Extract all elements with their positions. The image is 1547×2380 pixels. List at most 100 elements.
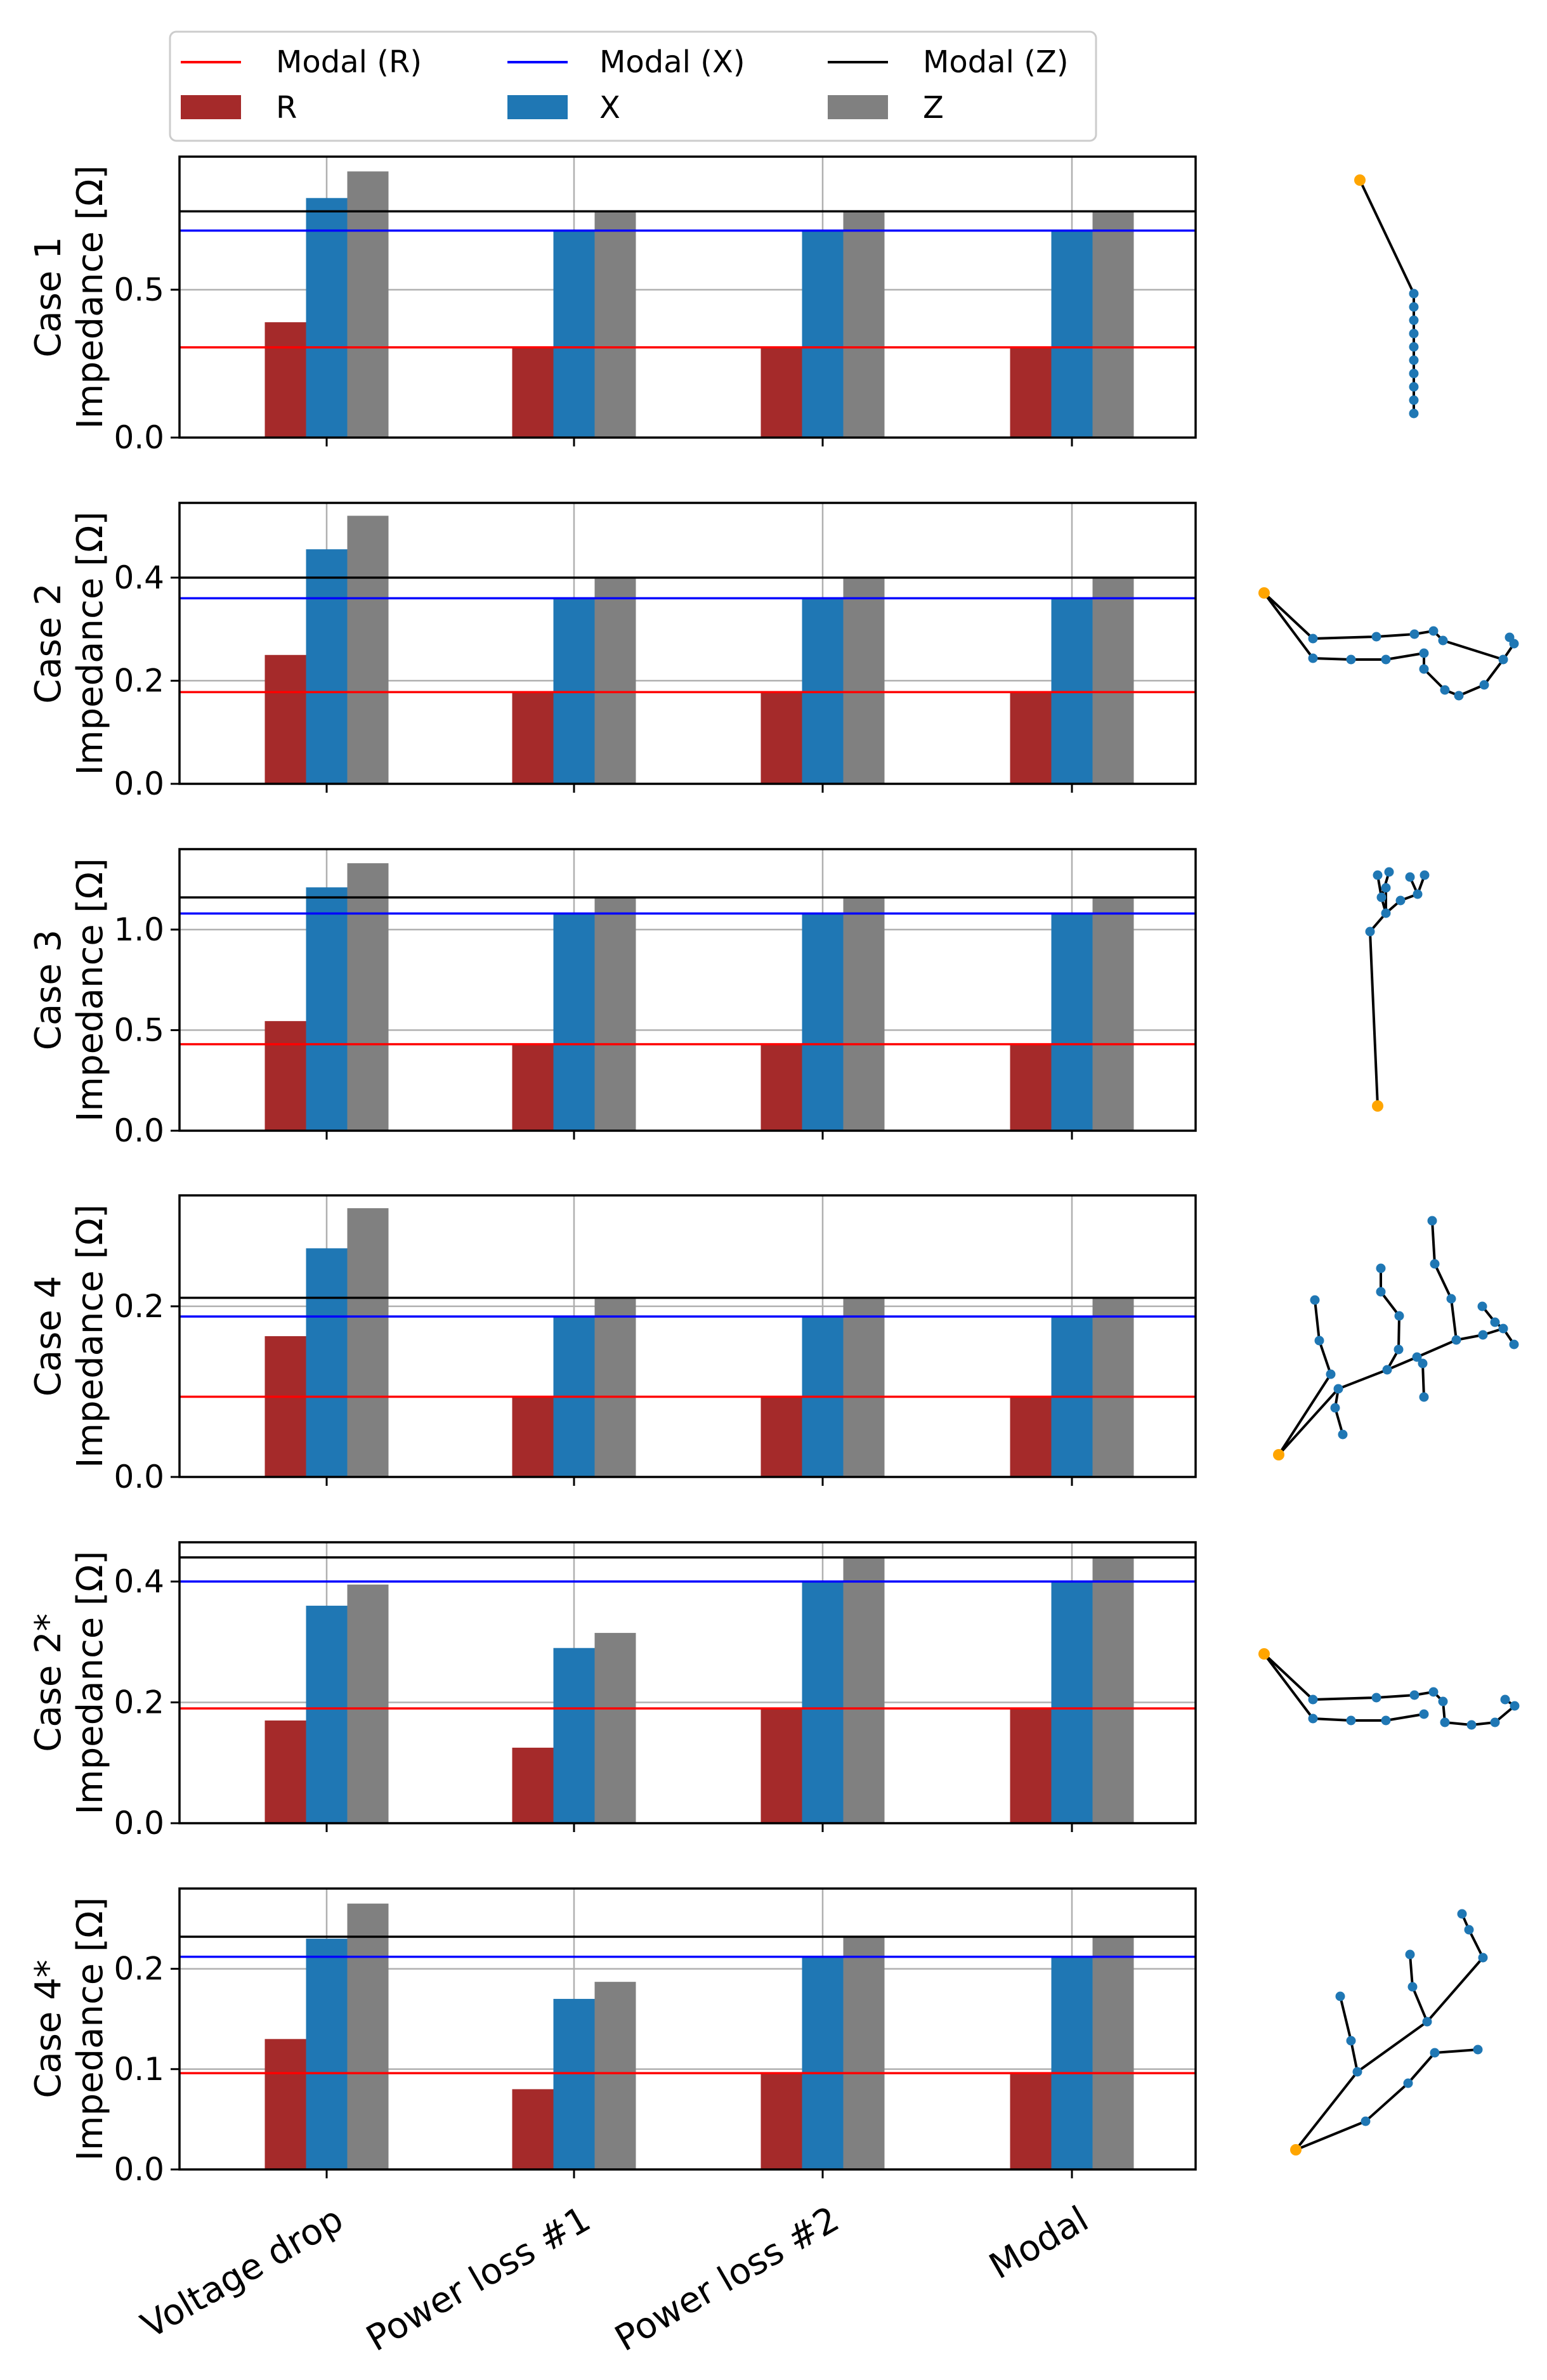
bar-r-4 — [1010, 347, 1052, 438]
bar-z-4 — [1092, 1936, 1134, 2169]
y-tick-label: 0.4 — [114, 1563, 164, 1600]
network-node — [1394, 1311, 1404, 1321]
network-edge — [1433, 1263, 1452, 1299]
y-tick-label: 0.0 — [114, 1459, 164, 1495]
bar-z-3 — [843, 1557, 885, 1823]
network-node — [1381, 883, 1391, 893]
bar-r-2 — [512, 1396, 554, 1477]
bar-z-4 — [1092, 1297, 1134, 1477]
network-edge — [1416, 1339, 1457, 1358]
legend-label-r: R — [276, 90, 297, 126]
network-edge — [1423, 668, 1446, 691]
y-axis-label: Case 2*Impedance [Ω] — [28, 1551, 111, 1815]
network-node — [1438, 1696, 1448, 1707]
network-edge — [1407, 2052, 1436, 2084]
bar-x-4 — [1051, 1956, 1093, 2169]
bar-x-1 — [306, 887, 348, 1131]
network-edge — [1339, 1996, 1352, 2041]
axes-frame — [178, 1887, 1197, 2171]
network-edge — [1426, 1956, 1484, 2023]
network-node — [1454, 691, 1464, 701]
bar-z-3 — [843, 1936, 885, 2169]
y-tick-label: 0.0 — [114, 765, 164, 802]
bar-x-2 — [553, 913, 595, 1131]
network-edge — [1277, 1373, 1332, 1456]
bar-r-3 — [760, 1708, 802, 1823]
network-node — [1428, 1687, 1439, 1697]
network-node — [1403, 2078, 1413, 2088]
bar-r-3 — [760, 1044, 802, 1131]
network-node — [1409, 289, 1419, 299]
network-node — [1333, 1384, 1343, 1394]
network-node — [1381, 908, 1391, 918]
bar-x-1 — [306, 198, 348, 438]
network-node — [1409, 328, 1419, 339]
x-tick-label: Modal — [982, 2199, 1095, 2287]
bar-x-2 — [553, 1999, 595, 2169]
root-node — [1354, 174, 1366, 186]
y-tick-label: 0.2 — [114, 1288, 164, 1325]
bar-r-4 — [1010, 692, 1052, 784]
network-edge — [1295, 2071, 1359, 2151]
network-case-3 — [1365, 867, 1430, 1112]
bar-x-3 — [802, 230, 844, 438]
bar-r-1 — [264, 1336, 306, 1477]
network-node — [1478, 1953, 1488, 1963]
network-node — [1346, 2036, 1356, 2046]
network-edge — [1263, 592, 1314, 660]
bar-r-2 — [512, 1044, 554, 1131]
network-node — [1381, 1715, 1391, 1726]
network-edge — [1385, 652, 1425, 661]
root-node — [1258, 587, 1270, 599]
network-node — [1438, 635, 1448, 646]
network-node — [1500, 1694, 1510, 1705]
bar-z-4 — [1092, 897, 1134, 1131]
legend-swatch-x — [507, 95, 568, 119]
bar-r-1 — [264, 322, 306, 438]
bar-r-2 — [512, 692, 554, 784]
bar-r-2 — [512, 1747, 554, 1823]
y-tick-label: 0.0 — [114, 1112, 164, 1149]
network-node — [1346, 654, 1356, 665]
network-edge — [1359, 179, 1415, 294]
root-node — [1372, 1100, 1383, 1112]
bar-r-2 — [512, 2089, 554, 2169]
network-edge — [1411, 1986, 1428, 2022]
y-tick-label: 0.2 — [114, 1951, 164, 1987]
network-node — [1473, 2045, 1483, 2055]
bar-r-2 — [512, 347, 554, 438]
bar-z-2 — [594, 1297, 636, 1477]
network-edge — [1369, 931, 1379, 1107]
bar-x-1 — [306, 1939, 348, 2169]
bar-z-4 — [1092, 1557, 1134, 1823]
network-diagrams — [1258, 174, 1520, 2156]
axes-frame — [178, 155, 1197, 439]
bar-r-4 — [1010, 1396, 1052, 1477]
network-node — [1464, 1925, 1474, 1935]
network-node — [1420, 870, 1430, 880]
network-case-2 — [1258, 587, 1519, 701]
network-edge — [1263, 1653, 1314, 1701]
bar-z-2 — [594, 1632, 636, 1823]
legend-label-modal-r: Modal (R) — [276, 44, 422, 80]
root-node — [1290, 2144, 1302, 2156]
bar-r-3 — [760, 2073, 802, 2169]
network-node — [1371, 1693, 1381, 1703]
y-tick-label: 0.4 — [114, 559, 164, 596]
network-node — [1477, 1301, 1487, 1311]
network-case-4-star — [1290, 1909, 1488, 2156]
bar-r-4 — [1010, 1708, 1052, 1823]
network-edge — [1468, 1929, 1484, 1958]
network-edge — [1263, 1653, 1314, 1720]
axes-frame — [178, 1194, 1197, 1478]
bar-r-3 — [760, 1396, 802, 1477]
network-node — [1384, 867, 1394, 877]
bar-z-4 — [1092, 211, 1134, 438]
network-node — [1394, 1344, 1404, 1355]
network-node — [1338, 1429, 1348, 1440]
bar-z-2 — [594, 577, 636, 784]
network-node — [1308, 1713, 1318, 1724]
network-node — [1365, 927, 1375, 937]
network-node — [1478, 1330, 1488, 1340]
